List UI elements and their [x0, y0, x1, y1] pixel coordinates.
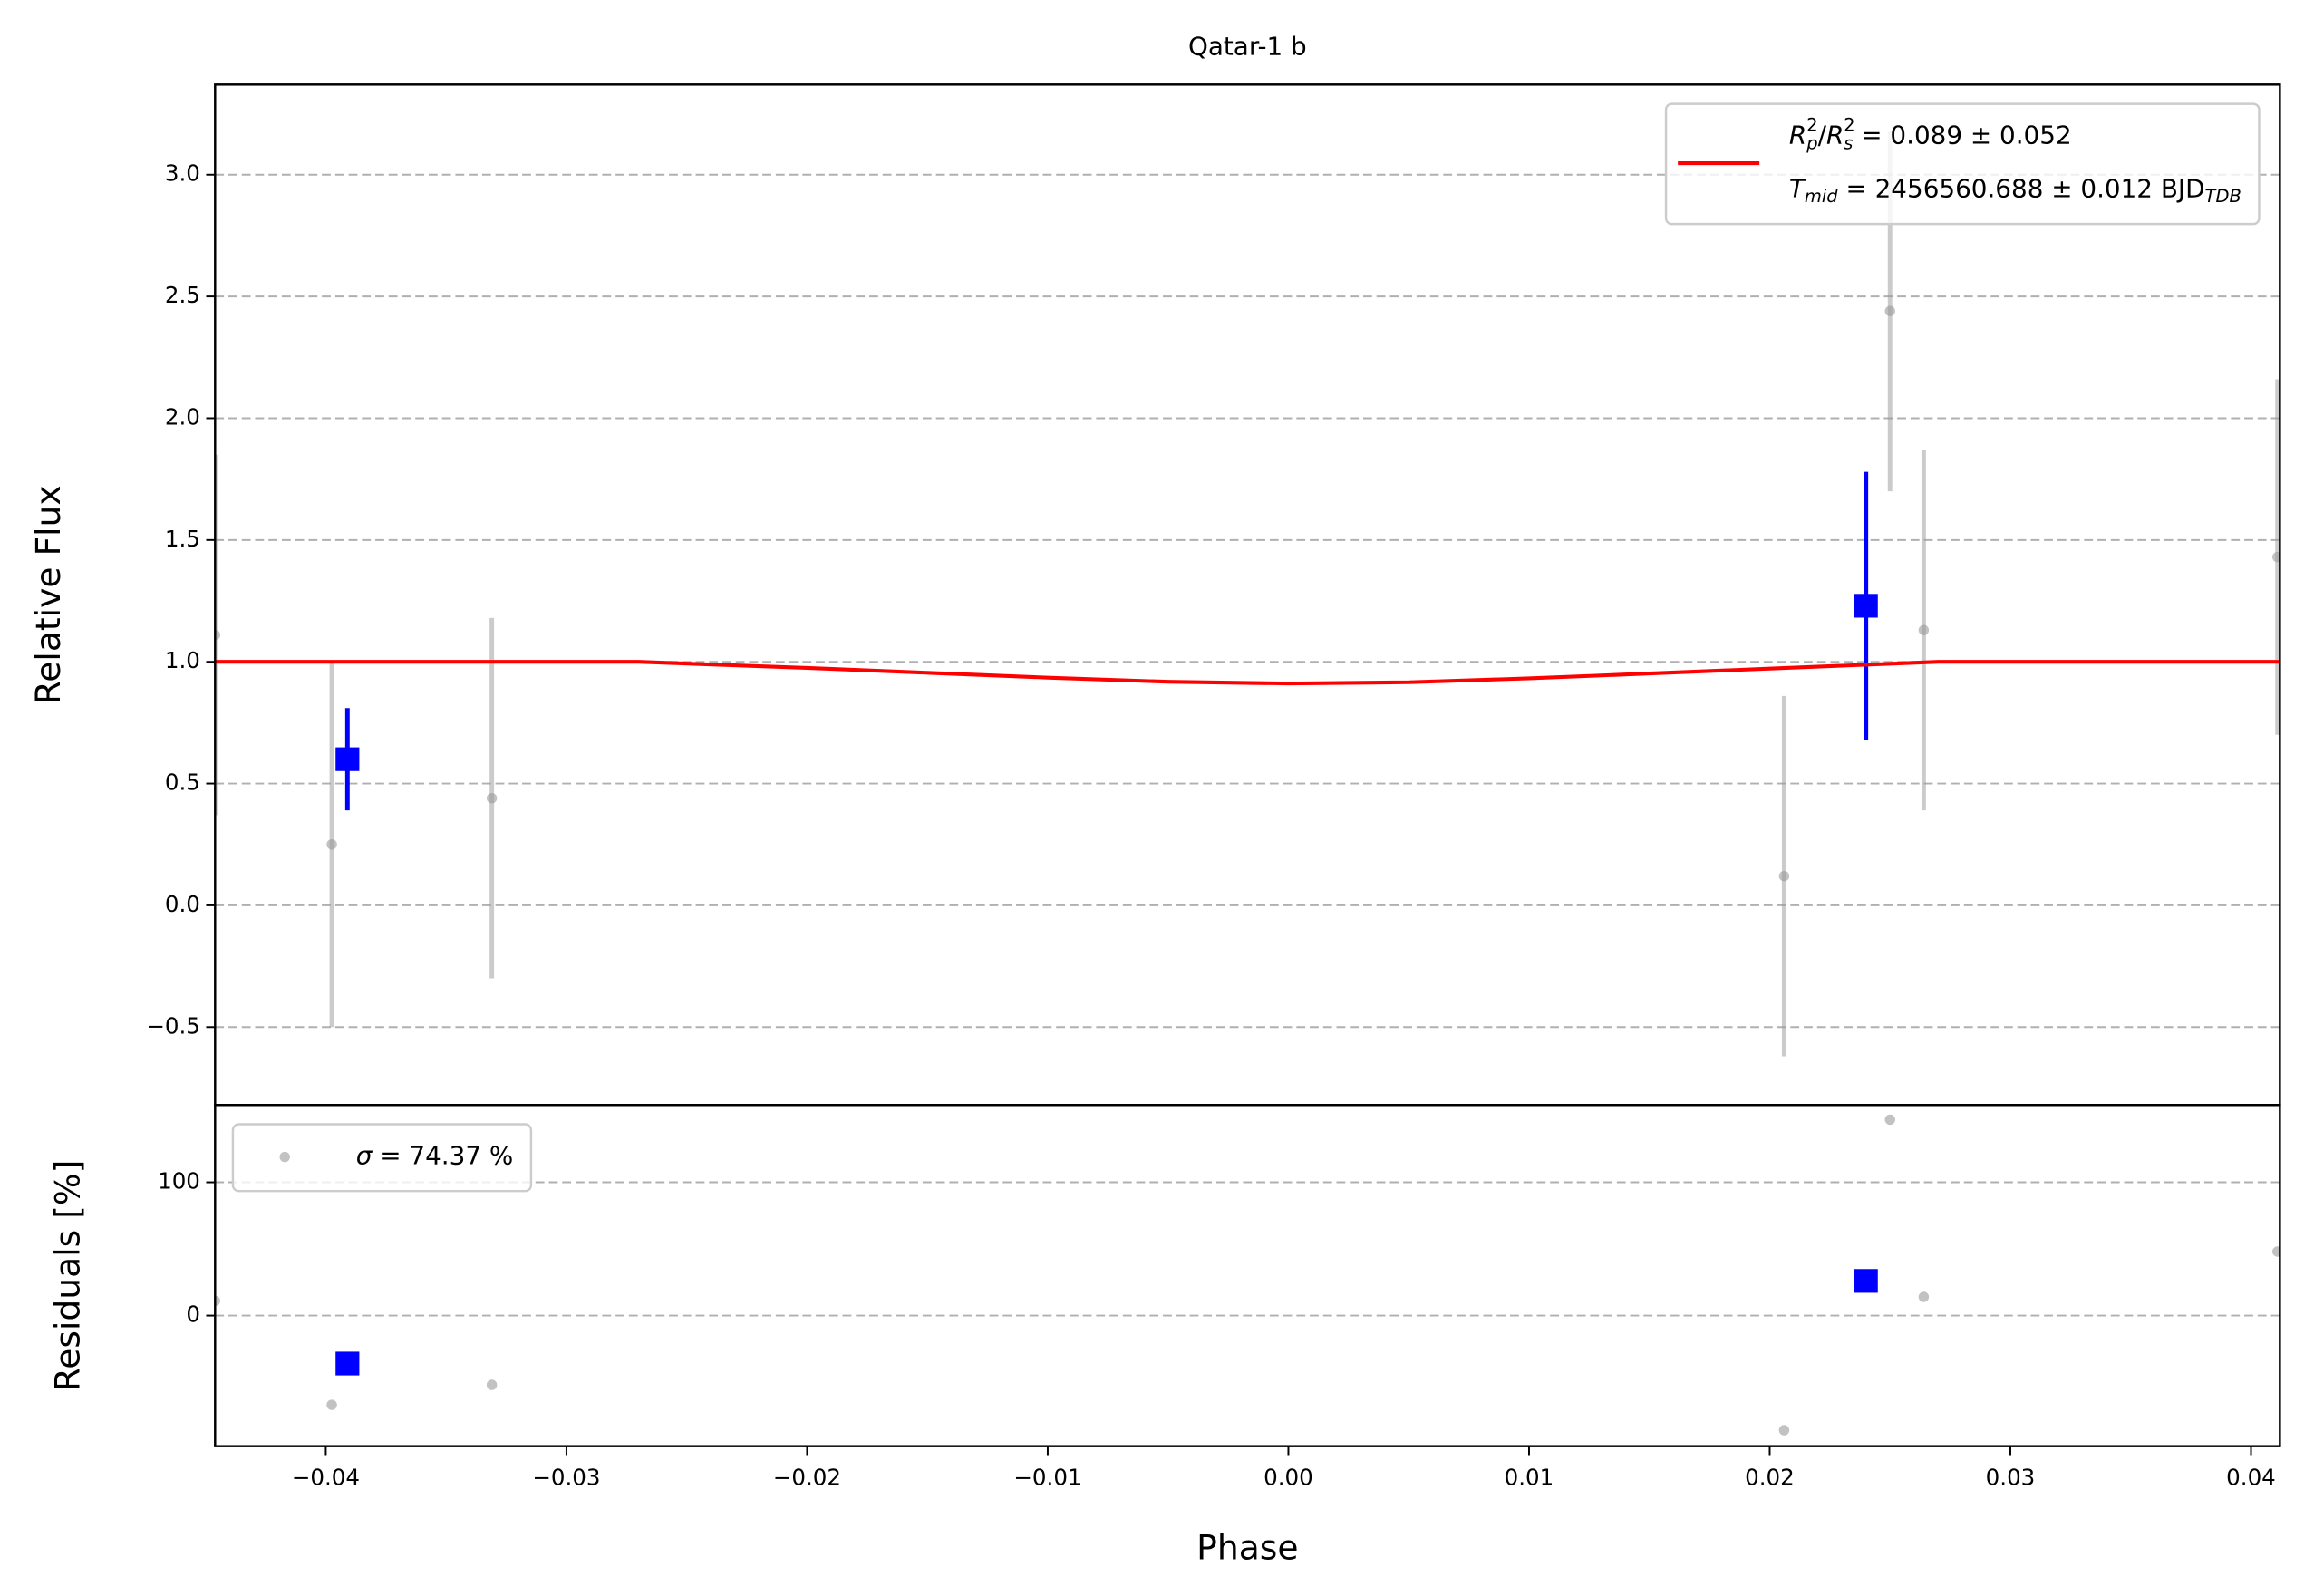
raw-point — [2271, 551, 2280, 563]
binned-point — [1854, 1269, 1878, 1293]
x-tick-label: −0.04 — [292, 1465, 360, 1491]
raw-point — [1778, 1425, 1790, 1436]
raw-point — [215, 1295, 221, 1307]
raw-point — [1884, 1114, 1895, 1126]
chart-title: Qatar-1 b — [1188, 31, 1307, 61]
x-tick-label: −0.01 — [1013, 1465, 1081, 1491]
plot-area — [215, 131, 2280, 1057]
legend: σ = 74.37 % — [231, 1123, 533, 1193]
x-tick-label: 0.02 — [1745, 1465, 1795, 1491]
y-tick-label: 100 — [158, 1168, 200, 1195]
legend-label: TDB — [2205, 186, 2241, 207]
x-tick-label: 0.04 — [2226, 1465, 2276, 1491]
raw-point — [486, 792, 498, 804]
y-tick-label: 2.5 — [165, 282, 200, 308]
raw-point — [326, 839, 337, 850]
binned-point — [335, 1351, 360, 1376]
legend-label: = 0.089 ± 0.052 — [1853, 121, 2071, 150]
raw-point — [486, 1379, 498, 1390]
legend-box — [231, 1123, 533, 1193]
y-tick-label: 0 — [186, 1301, 200, 1328]
binned-point — [335, 747, 360, 771]
legend-label: 2 — [1806, 115, 1817, 136]
y-tick-label: 0.0 — [165, 891, 200, 917]
legend-label: R — [1789, 121, 1806, 150]
axes-frame — [214, 1104, 2281, 1447]
plot-area — [215, 1114, 2280, 1436]
legend-label: R — [1826, 121, 1844, 150]
raw-point — [215, 629, 221, 641]
raw-point — [1884, 305, 1895, 316]
y-tick-label: 1.5 — [165, 526, 200, 552]
y-tick-label: 2.0 — [165, 403, 200, 430]
x-tick-label: 0.00 — [1264, 1465, 1313, 1491]
legend-label: / — [1818, 121, 1827, 150]
y-axis-label: Residuals [%] — [47, 1160, 87, 1392]
y-tick-label: 3.0 — [165, 160, 200, 187]
raw-point — [1918, 1291, 1930, 1302]
legend-label: = 2456560.688 ± 0.012 BJD — [1838, 174, 2205, 204]
x-axis-label: Phase — [1196, 1528, 1298, 1568]
legend-label: mid — [1805, 186, 1838, 207]
y-tick-label: 1.0 — [165, 647, 200, 673]
x-tick-label: 0.03 — [1986, 1465, 2036, 1491]
x-tick-label: −0.03 — [532, 1465, 600, 1491]
y-axis-label: Relative Flux — [28, 485, 68, 704]
raw-point — [2271, 1246, 2280, 1257]
legend-label: s — [1844, 132, 1853, 153]
binned-point — [1854, 594, 1878, 618]
legend-label: σ — [356, 1141, 373, 1171]
legend-swatch — [279, 1151, 290, 1163]
x-tick-label: 0.01 — [1505, 1465, 1554, 1491]
legend-label: T — [1789, 174, 1806, 204]
legend-box — [1664, 102, 2261, 226]
raw-point — [1778, 870, 1790, 882]
raw-point — [326, 1399, 337, 1410]
raw-point — [1918, 624, 1930, 635]
legend-label: p — [1806, 132, 1817, 153]
y-tick-label: 0.5 — [165, 769, 200, 796]
x-tick-label: −0.02 — [773, 1465, 841, 1491]
model-line — [215, 660, 2280, 686]
y-tick-label: −0.5 — [146, 1012, 200, 1039]
legend-label: = 74.37 % — [372, 1141, 513, 1171]
legend-label: 2 — [1844, 115, 1854, 136]
